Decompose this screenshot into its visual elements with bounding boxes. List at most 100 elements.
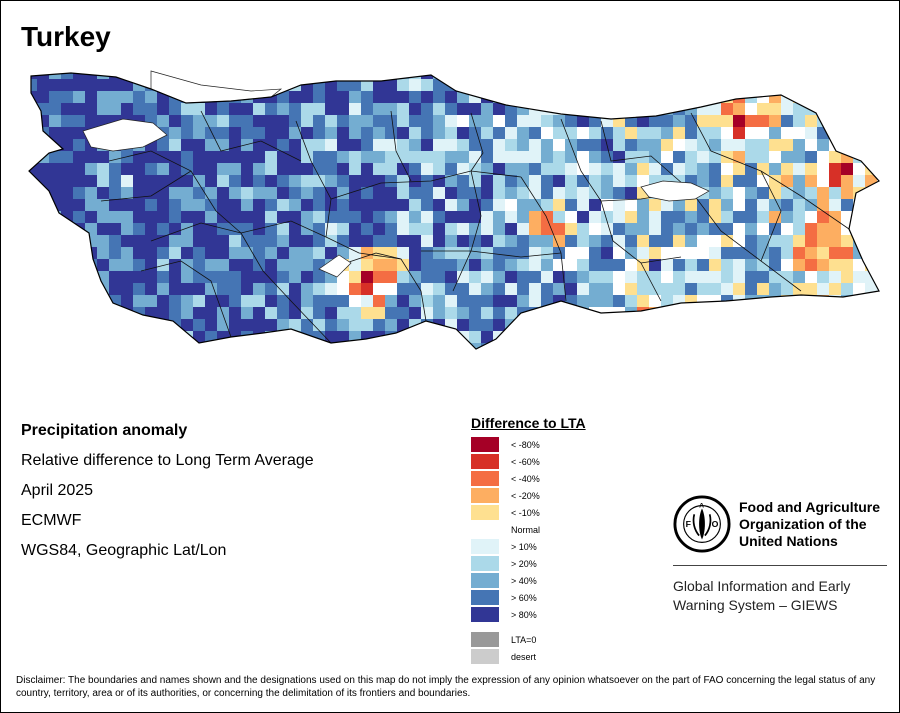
grid-cell (805, 223, 817, 235)
grid-cell (37, 307, 49, 319)
grid-cell (709, 331, 721, 343)
grid-cell (313, 91, 325, 103)
grid-cell (481, 271, 493, 283)
organization-name: Food and Agriculture Organization of the… (739, 499, 880, 550)
grid-cell (565, 73, 577, 79)
grid-cell (73, 247, 85, 259)
grid-cell (793, 199, 805, 211)
grid-cell (709, 127, 721, 139)
grid-cell (517, 163, 529, 175)
grid-cell (73, 211, 85, 223)
grid-cell (781, 319, 793, 331)
grid-cell (781, 115, 793, 127)
grid-cell (661, 259, 673, 271)
grid-cell (157, 319, 169, 331)
grid-cell (685, 199, 697, 211)
grid-cell (421, 235, 433, 247)
grid-cell (301, 283, 313, 295)
grid-cell (325, 211, 337, 223)
grid-cell (709, 175, 721, 187)
grid-cell (241, 283, 253, 295)
grid-cell (121, 175, 133, 187)
grid-cell (613, 295, 625, 307)
grid-cell (733, 151, 745, 163)
grid-cell (361, 331, 373, 343)
grid-cell (397, 151, 409, 163)
grid-cell (73, 139, 85, 151)
grid-cell (565, 151, 577, 163)
grid-cell (217, 259, 229, 271)
grid-cell (193, 103, 205, 115)
grid-cell (529, 247, 541, 259)
grid-cell (745, 103, 757, 115)
grid-cell (553, 175, 565, 187)
legend-label: > 60% (511, 592, 537, 603)
grid-cell (589, 331, 601, 343)
grid-cell (625, 91, 637, 103)
grid-cell (493, 211, 505, 223)
grid-cell (469, 139, 481, 151)
grid-cell (481, 319, 493, 331)
grid-cell (325, 187, 337, 199)
grid-cell (649, 91, 661, 103)
grid-cell (601, 115, 613, 127)
grid-cell (73, 259, 85, 271)
grid-cell (505, 139, 517, 151)
grid-cell (865, 115, 877, 127)
grid-cell (265, 295, 277, 307)
giews-line: Global Information and Early (673, 578, 851, 594)
grid-cell (541, 151, 553, 163)
grid-cell (73, 343, 85, 349)
grid-cell (709, 79, 721, 91)
grid-cell (433, 259, 445, 271)
grid-cell (757, 115, 769, 127)
grid-cell (421, 151, 433, 163)
grid-cell (781, 247, 793, 259)
grid-cell (277, 259, 289, 271)
grid-cell (97, 343, 109, 349)
grid-cell (313, 211, 325, 223)
grid-cell (385, 283, 397, 295)
grid-cell (29, 115, 37, 127)
grid-cell (517, 73, 529, 79)
grid-cell (685, 307, 697, 319)
grid-cell (601, 247, 613, 259)
grid-cell (745, 211, 757, 223)
grid-cell (505, 187, 517, 199)
grid-cell (133, 223, 145, 235)
grid-cell (337, 103, 349, 115)
grid-cell (697, 223, 709, 235)
grid-cell (817, 343, 829, 349)
grid-cell (697, 307, 709, 319)
grid-cell (325, 235, 337, 247)
grid-cell (697, 151, 709, 163)
grid-cell (529, 295, 541, 307)
grid-cell (565, 271, 577, 283)
grid-cell (145, 175, 157, 187)
grid-cell (805, 91, 817, 103)
grid-cell (313, 103, 325, 115)
grid-cell (217, 175, 229, 187)
grid-cell (649, 235, 661, 247)
grid-cell (421, 103, 433, 115)
legend-item: > 10% (471, 538, 631, 555)
grid-cell (637, 295, 649, 307)
grid-cell (229, 73, 241, 79)
grid-cell (421, 115, 433, 127)
grid-cell (553, 223, 565, 235)
grid-cell (133, 151, 145, 163)
grid-cell (865, 163, 877, 175)
grid-cell (757, 223, 769, 235)
grid-cell (301, 259, 313, 271)
grid-cell (757, 259, 769, 271)
grid-cell (145, 295, 157, 307)
grid-cell (217, 151, 229, 163)
grid-cell (709, 247, 721, 259)
grid-cell (721, 271, 733, 283)
grid-cell (577, 151, 589, 163)
grid-cell (649, 139, 661, 151)
grid-cell (361, 187, 373, 199)
grid-cell (517, 247, 529, 259)
grid-cell (805, 127, 817, 139)
grid-cell (745, 343, 757, 349)
